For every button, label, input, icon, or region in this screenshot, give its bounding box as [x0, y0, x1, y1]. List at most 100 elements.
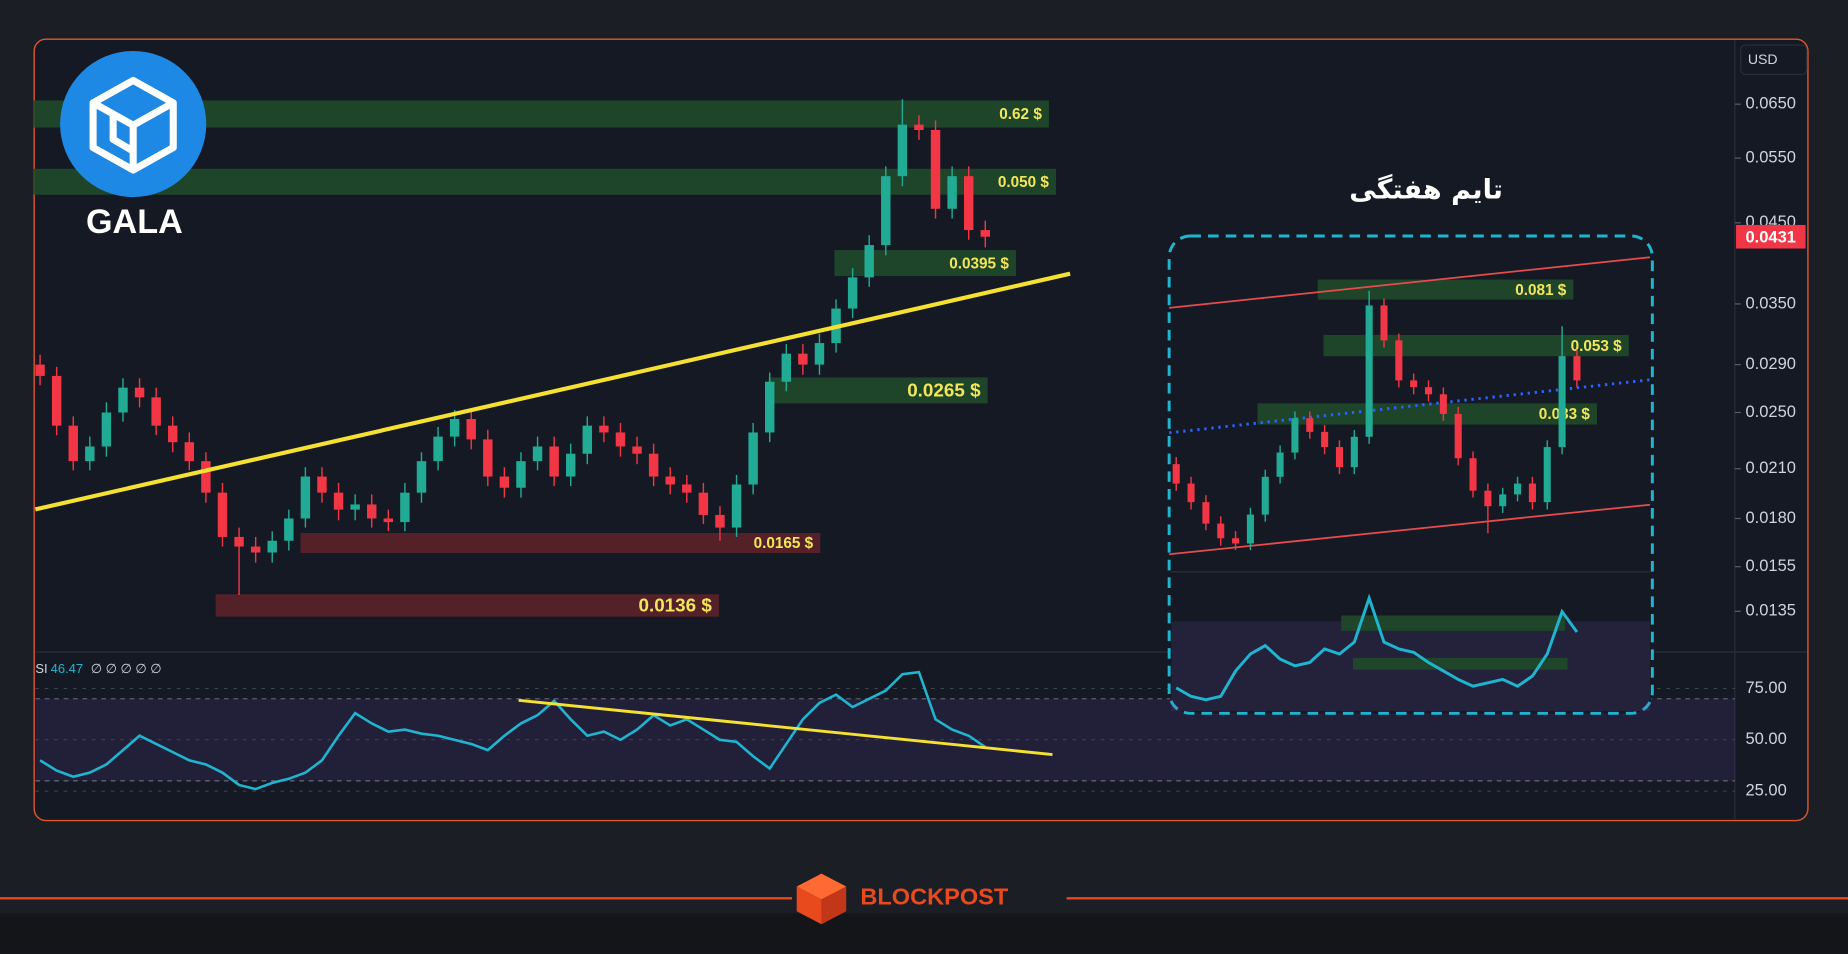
candle-body [532, 446, 543, 462]
candle-body [1217, 523, 1225, 539]
currency: USD [1748, 51, 1778, 67]
last-price-tag [1736, 224, 1806, 249]
candle-body [914, 124, 924, 130]
candle-body [184, 442, 195, 462]
candle-body [599, 425, 609, 433]
candle-body [168, 425, 178, 443]
candle-body [151, 397, 161, 426]
brand: BLOCKPOST [860, 884, 1009, 910]
candle-body [814, 343, 825, 365]
candle-body [1187, 483, 1195, 503]
y-tick-label: 0.0290 [1745, 355, 1795, 373]
candle-body [267, 540, 277, 553]
mid-line [1168, 378, 1651, 435]
zone-label: 0.0165 $ [754, 535, 814, 552]
candle-body [1499, 494, 1507, 507]
candle-body [367, 504, 377, 519]
y-tick-label: 0.0350 [1745, 294, 1795, 312]
y-tick-label: 0.0155 [1745, 557, 1795, 575]
candle-body [284, 518, 294, 541]
candle-body [499, 476, 510, 488]
candle-body [68, 425, 78, 462]
rsi-label: SI [35, 661, 47, 676]
candle-body [101, 412, 112, 447]
logo-icon [89, 76, 177, 174]
candle-body [582, 425, 593, 454]
candle-body [516, 461, 526, 488]
candle-body [615, 432, 626, 447]
candle-body [400, 492, 410, 523]
candle-body [201, 461, 211, 493]
candle-body [1246, 514, 1254, 544]
candle-body [864, 245, 874, 278]
inset-rsi-line [1175, 593, 1579, 702]
candle-body [947, 176, 957, 209]
candle-body [217, 492, 228, 537]
rsi-value: 46.47 [51, 661, 83, 676]
candle-body [1321, 431, 1329, 448]
candle-body [1469, 458, 1477, 491]
candle-body [250, 546, 261, 553]
candle-body [35, 364, 45, 376]
inset-title: تایم هفتگی [1349, 174, 1503, 206]
candle-body [416, 461, 427, 493]
candle-body [1276, 452, 1284, 477]
candle-body [1410, 380, 1418, 388]
candle-body [1484, 490, 1492, 507]
rsi-tick-label: 25.00 [1745, 781, 1786, 799]
brand-icon [796, 873, 847, 925]
channel-line [1169, 503, 1651, 556]
candle-body [764, 381, 775, 433]
zone [1257, 403, 1597, 425]
candle-body [1306, 418, 1314, 432]
candle-body [632, 446, 642, 454]
y-tick-label: 0.0650 [1745, 95, 1795, 113]
candle-body [682, 484, 692, 493]
candle-body [333, 492, 344, 510]
candle-body [483, 439, 493, 477]
candle-body [897, 124, 908, 177]
candle-body [798, 353, 808, 365]
candle-body [1514, 483, 1522, 495]
rsi-tick-label: 50.00 [1745, 730, 1786, 748]
channel-line [1169, 256, 1651, 309]
candle-body [118, 387, 128, 413]
rsi-line [39, 670, 987, 791]
zone-label: 0.0265 $ [907, 380, 981, 401]
candle-body [715, 514, 725, 528]
candle-body [1528, 483, 1536, 503]
candle-body [1380, 305, 1388, 341]
candle-body [1439, 394, 1447, 414]
candle-body [1424, 387, 1433, 395]
candle-body [549, 446, 559, 477]
candle-body [1573, 356, 1581, 381]
candle-body [1558, 356, 1566, 448]
candle-body [449, 419, 460, 437]
rsi-extras: ∅ ∅ ∅ ∅ ∅ [91, 661, 162, 676]
candle-body [1543, 447, 1551, 503]
candle-body [1454, 413, 1462, 459]
candle-body [930, 129, 941, 209]
candle-body [1291, 418, 1299, 453]
zone-label: 0.081 $ [1515, 282, 1567, 299]
footer-bg [0, 913, 1848, 954]
candle-body [698, 492, 709, 515]
candle-body [234, 536, 244, 547]
candle-body [1172, 464, 1180, 484]
trendline [34, 271, 1071, 512]
candle-body [881, 176, 891, 246]
candle-body [847, 277, 858, 309]
logo-text: GALA [86, 203, 183, 241]
zone [768, 377, 988, 404]
candle-body [980, 230, 990, 237]
candle-body [781, 353, 792, 382]
inset-rsi-zone [1353, 657, 1568, 670]
y-tick-label: 0.0180 [1745, 509, 1795, 527]
candle-body [1350, 436, 1358, 468]
zone-label: 0.053 $ [1571, 338, 1623, 355]
candle-body [1232, 538, 1240, 544]
last-price: 0.0431 [1745, 228, 1795, 246]
candle-body [665, 476, 675, 485]
